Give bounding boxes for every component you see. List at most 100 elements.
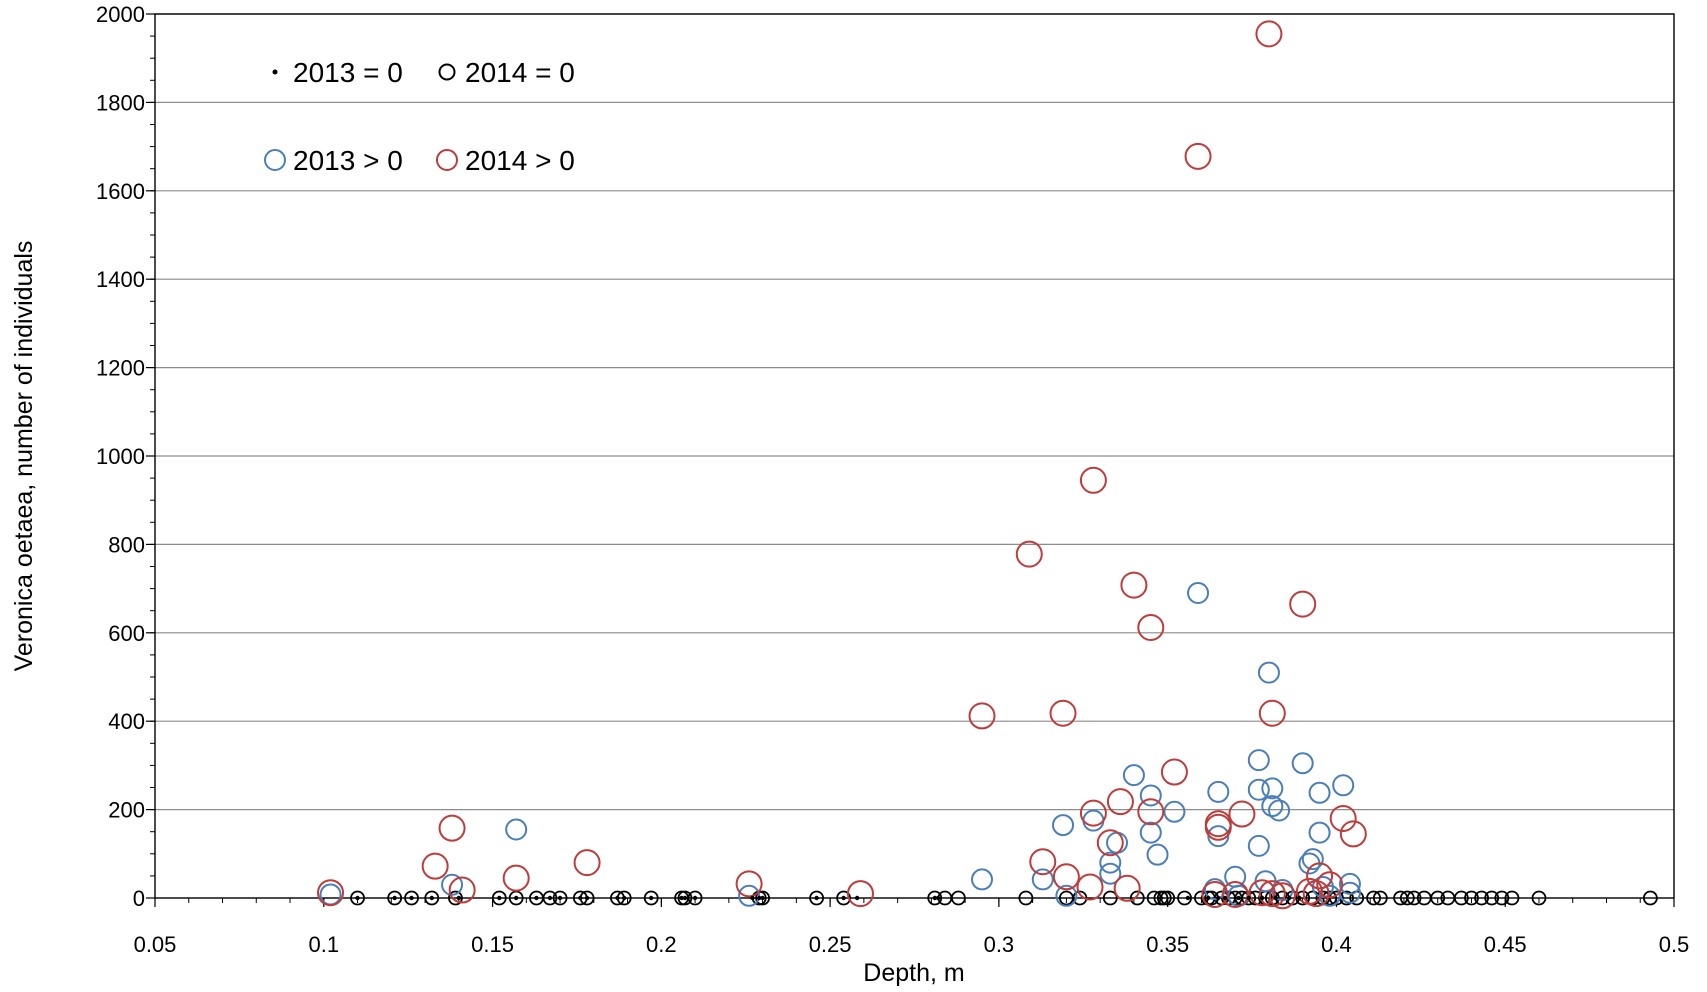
data-point bbox=[1160, 758, 1188, 786]
axes bbox=[146, 13, 1675, 907]
data-point bbox=[497, 895, 502, 901]
data-point bbox=[1029, 848, 1057, 876]
data-point bbox=[421, 852, 449, 880]
data-point bbox=[643, 890, 659, 906]
data-point bbox=[927, 890, 943, 906]
legend-label: 2013 = 0 bbox=[293, 57, 403, 88]
data-point bbox=[1096, 829, 1124, 857]
data-point bbox=[1158, 895, 1164, 901]
data-point bbox=[1015, 540, 1043, 568]
data-point bbox=[1474, 890, 1489, 906]
data-point bbox=[1261, 777, 1284, 800]
x-tick-label: 0.3 bbox=[984, 932, 1015, 957]
data-point bbox=[1286, 895, 1292, 901]
data-point bbox=[1247, 834, 1270, 857]
y-tick-label: 1600 bbox=[96, 179, 145, 204]
data-point bbox=[1257, 661, 1280, 684]
data-point bbox=[1258, 699, 1286, 727]
data-point bbox=[409, 895, 414, 901]
y-tick-label: 1800 bbox=[96, 90, 145, 115]
legend-label: 2014 > 0 bbox=[465, 145, 575, 176]
legend-item: 2013 = 0 bbox=[272, 57, 403, 88]
data-point bbox=[534, 895, 539, 901]
data-point bbox=[448, 890, 463, 906]
data-point bbox=[814, 895, 819, 901]
data-point bbox=[935, 895, 941, 901]
data-point bbox=[1306, 862, 1334, 890]
y-tick-label: 200 bbox=[108, 798, 145, 823]
data-point bbox=[750, 895, 755, 901]
data-point bbox=[1261, 795, 1284, 818]
data-point bbox=[456, 895, 461, 901]
data-point bbox=[350, 890, 365, 906]
data-point bbox=[1139, 784, 1162, 807]
x-tick-labels: 0.05 0.1 0.15 0.2 0.25 0.3 0.35 0.4 0.45 0.5 bbox=[134, 932, 1690, 957]
y-tick-label: 1000 bbox=[96, 444, 145, 469]
data-point bbox=[932, 895, 937, 901]
y-axis-title: Veronica oetaea, number of individuals bbox=[10, 241, 38, 672]
data-point bbox=[1255, 20, 1283, 48]
data-point bbox=[1122, 764, 1145, 787]
data-point bbox=[448, 876, 476, 904]
data-point bbox=[1308, 821, 1331, 844]
data-point bbox=[1268, 882, 1296, 910]
data-point bbox=[1406, 890, 1422, 906]
data-point bbox=[1076, 873, 1104, 901]
data-point bbox=[1248, 879, 1276, 907]
data-point bbox=[1308, 781, 1331, 804]
data-point bbox=[1129, 890, 1145, 906]
data-point bbox=[387, 890, 403, 906]
data-point bbox=[687, 890, 703, 906]
data-point bbox=[1531, 890, 1547, 906]
x-tick-label: 0.2 bbox=[646, 932, 677, 957]
data-point bbox=[573, 849, 601, 877]
data-point bbox=[1221, 880, 1249, 908]
y-tick-label: 400 bbox=[108, 709, 145, 734]
data-point bbox=[1185, 895, 1191, 901]
data-point bbox=[1052, 814, 1075, 837]
data-point bbox=[542, 890, 558, 906]
data-point bbox=[392, 895, 397, 901]
data-point bbox=[1268, 799, 1291, 822]
data-point bbox=[1642, 890, 1658, 906]
y-tick-label: 0 bbox=[133, 886, 145, 911]
data-point bbox=[505, 818, 528, 841]
data-point bbox=[1338, 872, 1361, 895]
legend-marker bbox=[272, 69, 278, 75]
x-tick-label: 0.4 bbox=[1321, 932, 1352, 957]
data-point bbox=[757, 895, 762, 901]
data-point bbox=[1137, 613, 1165, 641]
legend: 2013 = 0 2014 = 0 2013 > 0 2014 > 0 bbox=[264, 57, 575, 176]
legend-item: 2014 = 0 bbox=[438, 57, 575, 88]
data-point bbox=[1494, 890, 1510, 906]
data-point bbox=[738, 884, 761, 907]
x-tick-label: 0.45 bbox=[1484, 932, 1527, 957]
y-tick-label: 800 bbox=[108, 532, 145, 557]
series-2 bbox=[319, 582, 1361, 907]
data-point bbox=[513, 895, 519, 901]
data-point bbox=[649, 895, 654, 901]
data-point bbox=[547, 895, 553, 901]
data-point bbox=[760, 895, 765, 901]
data-point bbox=[557, 895, 563, 901]
data-point bbox=[809, 890, 825, 906]
data-point bbox=[1184, 142, 1212, 170]
data-point bbox=[552, 890, 568, 906]
data-point bbox=[1259, 895, 1265, 901]
data-point bbox=[1464, 890, 1479, 906]
legend-label: 2013 > 0 bbox=[293, 145, 403, 176]
data-point bbox=[622, 895, 627, 901]
data-point bbox=[1247, 749, 1270, 772]
data-point bbox=[1146, 843, 1169, 866]
data-point bbox=[692, 895, 698, 901]
x-tick-label: 0.15 bbox=[471, 932, 514, 957]
data-point bbox=[1052, 863, 1080, 891]
data-point bbox=[1216, 895, 1221, 901]
y-tick-label: 1200 bbox=[96, 356, 145, 381]
legend-label: 2014 = 0 bbox=[465, 57, 575, 88]
series-0 bbox=[355, 895, 1302, 901]
data-points bbox=[317, 20, 1658, 910]
data-point bbox=[1246, 895, 1251, 901]
data-point bbox=[429, 895, 434, 901]
data-point bbox=[578, 895, 583, 901]
